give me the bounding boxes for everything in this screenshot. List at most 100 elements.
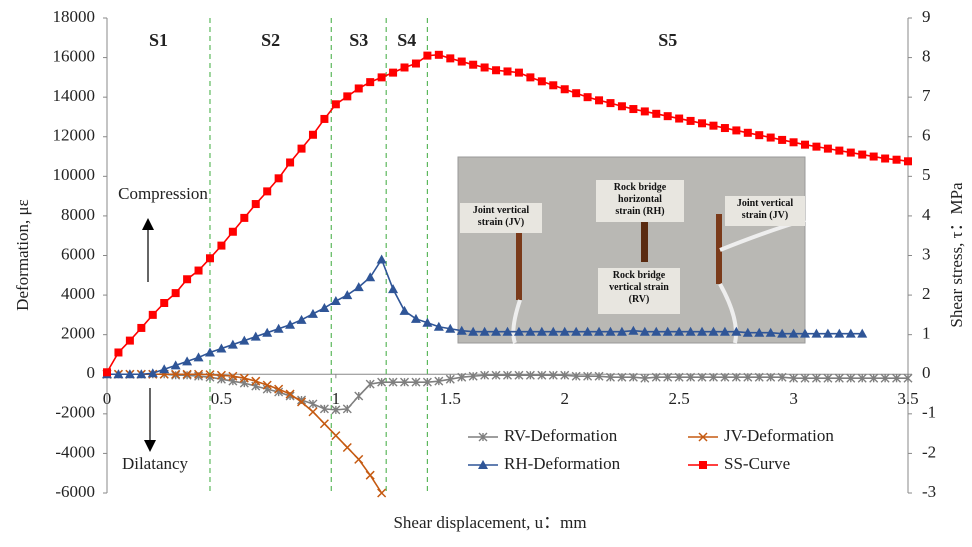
inset-label: Rock bridgehorizontalstrain (RH) (614, 182, 667, 217)
marker (206, 254, 214, 262)
y2-tick-label: -1 (922, 403, 936, 422)
y2-tick-label: 3 (922, 244, 931, 263)
marker (309, 131, 317, 139)
marker (584, 93, 592, 101)
marker (549, 81, 557, 89)
marker (870, 153, 878, 161)
marker (790, 138, 798, 146)
marker (481, 63, 489, 71)
marker (137, 324, 145, 332)
marker (526, 73, 534, 81)
inset-label: Joint verticalstrain (JV) (473, 205, 530, 228)
y-tick-label: -6000 (55, 482, 95, 501)
marker (103, 368, 111, 376)
y2-tick-label: 8 (922, 46, 931, 65)
marker (400, 306, 410, 315)
x-axis-title: Shear displacement, u：mm (393, 513, 586, 532)
marker (458, 58, 466, 66)
marker (298, 145, 306, 153)
marker (126, 337, 134, 345)
marker (641, 107, 649, 115)
legend-label: RV-Deformation (504, 426, 618, 445)
marker (149, 311, 157, 319)
y2-tick-label: 5 (922, 165, 931, 184)
stage-label: S1 (149, 30, 168, 50)
marker (778, 136, 786, 144)
y2-tick-label: 1 (922, 324, 931, 343)
marker (606, 99, 614, 107)
y-tick-label: 0 (87, 363, 96, 382)
marker (858, 151, 866, 159)
marker (195, 267, 203, 275)
marker (365, 272, 375, 281)
marker (309, 408, 317, 416)
marker (699, 461, 707, 469)
marker (389, 69, 397, 77)
x-tick-label: 1.5 (440, 389, 461, 408)
marker (320, 115, 328, 123)
marker (286, 158, 294, 166)
marker (469, 61, 477, 69)
marker (285, 320, 295, 329)
y-tick-label: 16000 (53, 46, 96, 65)
y-tick-label: 12000 (53, 126, 96, 145)
marker (308, 309, 318, 318)
y-tick-label: 6000 (61, 244, 95, 263)
marker (767, 134, 775, 142)
chart: Joint verticalstrain (JV) Rock bridgehor… (0, 0, 972, 542)
marker (664, 112, 672, 120)
marker (319, 303, 329, 312)
y2-tick-label: 9 (922, 7, 931, 26)
marker (835, 147, 843, 155)
marker (229, 228, 237, 236)
marker (378, 73, 386, 81)
marker (492, 66, 500, 74)
y-tick-label: -2000 (55, 403, 95, 422)
marker (675, 115, 683, 123)
marker (561, 85, 569, 93)
marker (904, 157, 912, 165)
marker (240, 214, 248, 222)
marker (114, 348, 122, 356)
marker (343, 443, 351, 451)
marker (183, 275, 191, 283)
marker (721, 124, 729, 132)
marker (515, 69, 523, 77)
x-tick-label: 1 (332, 389, 341, 408)
marker (377, 254, 387, 263)
marker (412, 60, 420, 68)
marker (355, 392, 363, 400)
y2-tick-label: -3 (922, 482, 936, 501)
y2-tick-label: 6 (922, 126, 931, 145)
marker (652, 110, 660, 118)
marker (744, 129, 752, 137)
marker (881, 155, 889, 163)
marker (217, 242, 225, 250)
marker (194, 352, 204, 361)
marker (297, 315, 307, 324)
marker (355, 84, 363, 92)
marker (332, 432, 340, 440)
marker (893, 156, 901, 164)
inset-label: Joint verticalstrain (JV) (737, 198, 794, 221)
marker (687, 117, 695, 125)
legend-label: JV-Deformation (724, 426, 834, 445)
x-tick-label: 3.5 (897, 389, 918, 408)
x-tick-label: 3 (789, 389, 798, 408)
marker (275, 174, 283, 182)
x-tick-label: 0 (103, 389, 112, 408)
marker (755, 131, 763, 139)
marker (331, 296, 341, 305)
legend-label: RH-Deformation (504, 454, 621, 473)
y2-tick-label: 2 (922, 284, 931, 303)
stage-label: S5 (658, 30, 677, 50)
marker (504, 67, 512, 75)
marker (629, 105, 637, 113)
y2-tick-label: 7 (922, 86, 931, 105)
series-line (107, 374, 382, 493)
y-tick-label: 18000 (53, 7, 96, 26)
y2-axis-title: Shear stress, τ：MPa (947, 182, 966, 328)
marker (160, 299, 168, 307)
marker (812, 143, 820, 151)
y-tick-label: 14000 (53, 86, 96, 105)
